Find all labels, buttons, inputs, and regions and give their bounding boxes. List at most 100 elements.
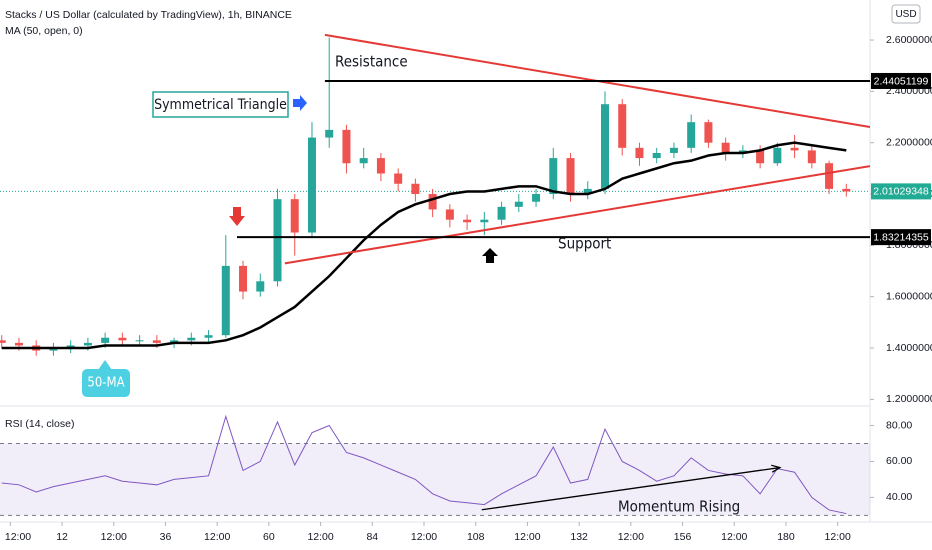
momentum-label: Momentum Rising: [618, 498, 740, 516]
x-tick-label: 12:00: [514, 531, 540, 543]
red-arrow: [229, 207, 245, 226]
candle-body: [635, 147, 644, 159]
price-label-box: [871, 229, 931, 246]
candle-body: [152, 340, 161, 343]
candle-body: [83, 342, 92, 346]
candle-body: [256, 281, 265, 292]
y-tick-label: 1.40000000: [886, 342, 932, 354]
y-tick-label: 60.00: [886, 455, 912, 467]
y-tick-label: 80.00: [886, 419, 912, 431]
candle-body: [411, 183, 420, 195]
price-label: 2.44051199: [874, 75, 929, 87]
x-tick-label: 12:00: [307, 531, 333, 543]
candle-body: [738, 150, 747, 153]
x-tick-label: 84: [366, 531, 378, 543]
candle-body: [807, 150, 816, 164]
x-tick-label: 12:00: [618, 531, 644, 543]
candle-body: [394, 173, 403, 184]
candle-body: [0, 340, 6, 343]
candle-body: [480, 219, 489, 223]
candle-body: [445, 209, 454, 220]
x-tick-label: 12:00: [5, 531, 31, 543]
candle-body: [307, 137, 316, 233]
candle-body: [652, 152, 661, 159]
candle-body: [325, 129, 334, 138]
candle-body: [49, 348, 58, 351]
rsi-arrow: [481, 466, 781, 511]
y-tick-label: 1.60000000: [886, 290, 932, 302]
price-pane: [0, 33, 870, 356]
candle-body: [239, 265, 248, 292]
candle-body: [66, 345, 75, 349]
candle-body: [187, 337, 196, 341]
candle-body: [549, 158, 558, 195]
candle-body: [14, 342, 23, 346]
y-tick-label: 2.20000000: [886, 136, 932, 148]
candle-body: [463, 219, 472, 223]
black-arrow: [482, 248, 498, 263]
x-tick-label: 12: [56, 531, 68, 543]
triangle-box: [152, 91, 289, 118]
axes: 2.600000002.400000002.200000002.00000000…: [5, 34, 932, 543]
candle-body: [101, 337, 110, 343]
candle-body: [669, 147, 678, 153]
x-tick-label: 12:00: [411, 531, 437, 543]
candle-body: [704, 122, 713, 143]
candle-body: [359, 158, 368, 164]
candle-body: [756, 150, 765, 164]
x-tick-label: 12:00: [101, 531, 127, 543]
x-tick-label: 12:00: [204, 531, 230, 543]
support-label: Support: [558, 235, 611, 253]
candle-body: [687, 122, 696, 148]
price-label-box: [871, 183, 931, 200]
candle-body: [118, 337, 127, 341]
ma-callout: [82, 369, 130, 397]
candle-body: [497, 206, 506, 220]
candle-body: [618, 104, 627, 148]
candle-body: [221, 265, 230, 336]
x-tick-label: 60: [263, 531, 275, 543]
blue-arrow: [293, 95, 307, 111]
candle-body: [842, 188, 851, 192]
trendline: [284, 165, 870, 265]
ma-callout-label: 50-MA: [87, 376, 124, 391]
candle-body: [583, 188, 592, 195]
currency: USD: [895, 9, 916, 20]
price-label-box: [871, 72, 931, 89]
y-tick-label: 2.60000000: [886, 34, 932, 46]
x-tick-label: 36: [160, 531, 172, 543]
price-label: 2.01029348: [873, 186, 929, 198]
candle-body: [721, 142, 730, 153]
candle-body: [290, 199, 299, 233]
x-tick-label: 132: [570, 531, 588, 543]
candle-body: [773, 147, 782, 164]
x-tick-label: 108: [467, 531, 485, 543]
currency-box[interactable]: [891, 4, 921, 24]
candle-body: [566, 158, 575, 195]
candle-body: [273, 199, 282, 282]
rsi-arrow-head: [771, 464, 782, 473]
y-tick-label: 1.20000000: [886, 393, 932, 405]
rsi-band: [0, 443, 870, 516]
chart-title: Stacks / US Dollar (calculated by Tradin…: [5, 9, 292, 21]
candle-body: [170, 340, 179, 343]
triangle-label: Symmetrical Triangle: [154, 97, 287, 113]
x-tick-label: 12:00: [825, 531, 851, 543]
rsi-title: RSI (14, close): [5, 418, 74, 430]
candle-body: [532, 194, 541, 202]
candle-body: [790, 147, 799, 151]
price-label: 1.83214355: [873, 231, 929, 243]
annotations: Stacks / US Dollar (calculated by Tradin…: [5, 4, 921, 516]
resistance-label: Resistance: [335, 53, 408, 71]
ma-line: [1, 141, 847, 350]
callout-pointer: [98, 360, 112, 370]
x-tick-label: 156: [674, 531, 692, 543]
candle-body: [428, 194, 437, 210]
x-tick-label: 180: [777, 531, 795, 543]
candle-body: [342, 129, 351, 164]
y-tick-label: 40.00: [886, 491, 912, 503]
candle-body: [204, 335, 213, 338]
candle-body: [514, 201, 523, 207]
candle-body: [825, 163, 834, 189]
